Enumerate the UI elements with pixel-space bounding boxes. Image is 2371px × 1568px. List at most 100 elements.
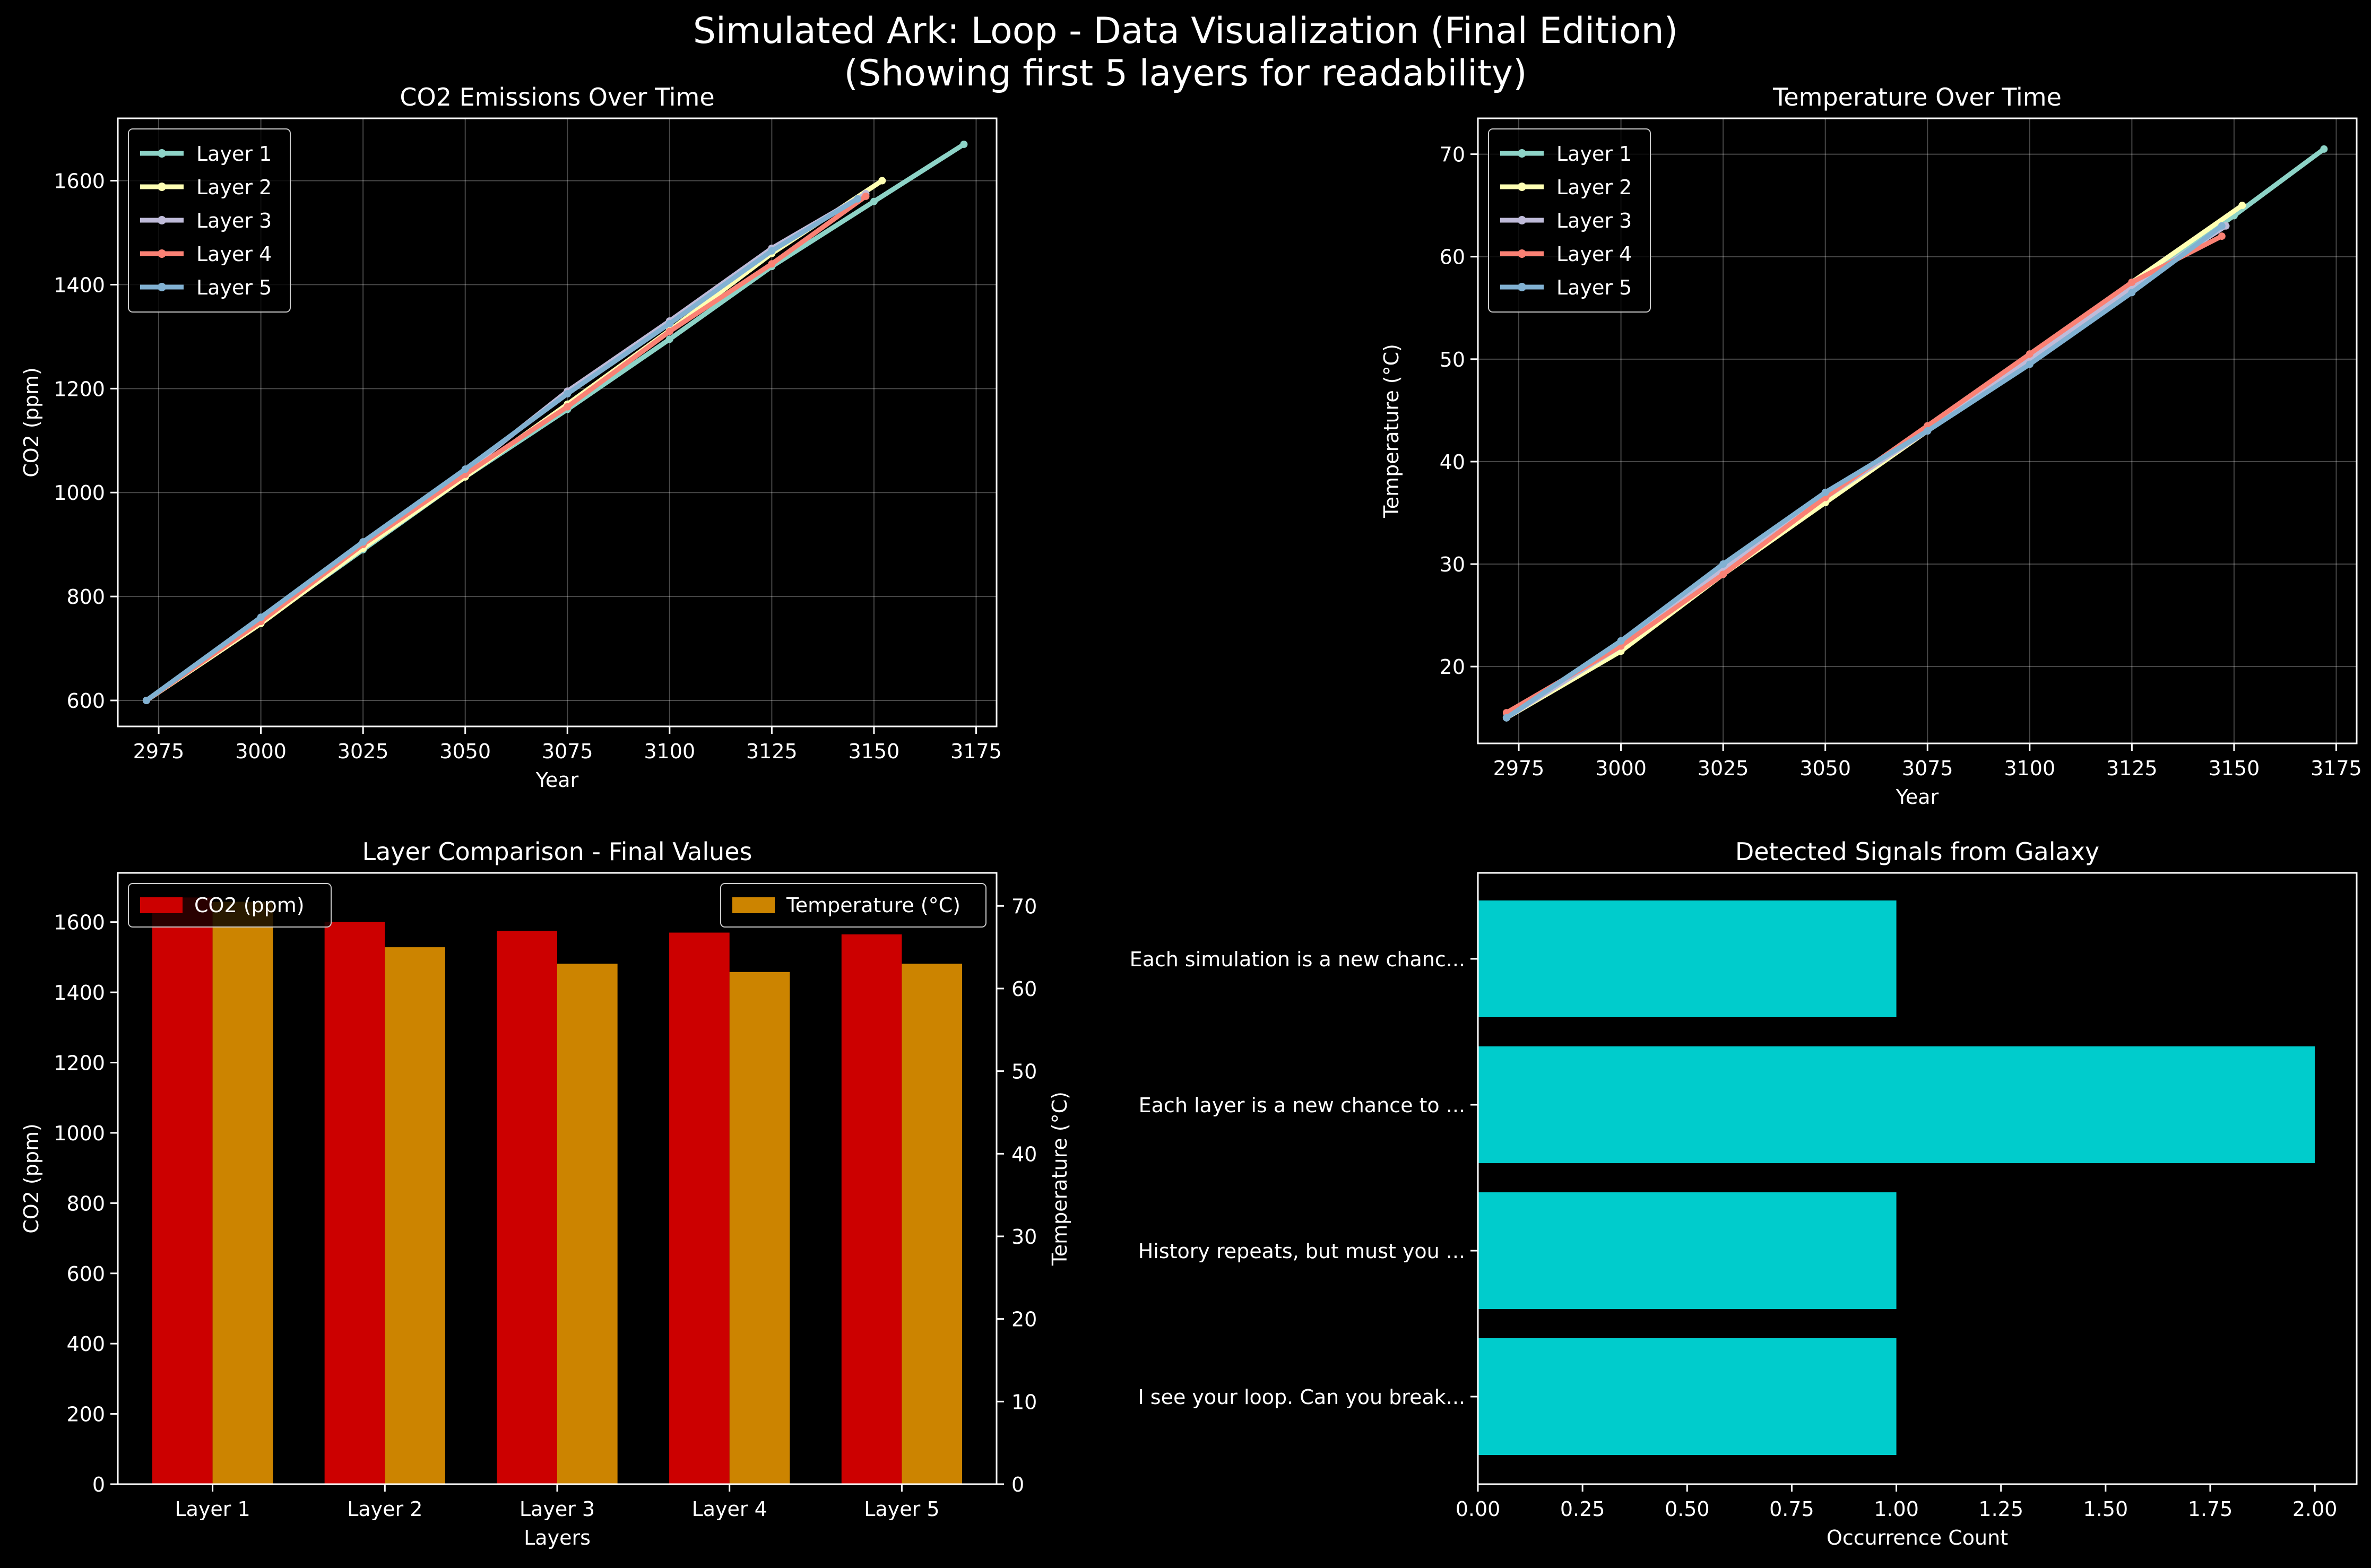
legend-marker: [158, 149, 166, 158]
x-axis-label: Year: [1896, 785, 1939, 809]
data-point: [1924, 427, 1932, 435]
x-tick-label: 2.00: [2292, 1497, 2338, 1521]
legend-entry: Layer 3: [196, 209, 272, 232]
x-axis-label: Occurrence Count: [1827, 1526, 2008, 1549]
x-tick-label: 0.75: [1769, 1497, 1814, 1521]
data-point: [461, 465, 469, 473]
legend-entry: Temperature (°C): [786, 894, 960, 917]
data-point: [1719, 560, 1727, 568]
y-tick-label: 1000: [54, 1122, 105, 1145]
x-tick-label: 3125: [2106, 757, 2158, 780]
x-axis-label: Year: [535, 768, 579, 792]
y-right-tick-label: 40: [1011, 1142, 1037, 1166]
x-tick-label: 1.75: [2188, 1497, 2233, 1521]
data-point: [768, 247, 776, 255]
comparison-chart-title: Layer Comparison - Final Values: [362, 837, 752, 866]
x-tick-label: 3150: [849, 740, 900, 763]
temperature-chart-title: Temperature Over Time: [1772, 83, 2062, 111]
y-tick-label: 60: [1440, 246, 1465, 269]
data-point: [359, 538, 367, 546]
legend-box: [720, 883, 987, 928]
y-tick-label: 1200: [54, 1052, 105, 1075]
legend-marker: [158, 249, 166, 258]
y-tick-label: 1400: [54, 273, 105, 297]
y-tick-label: 800: [66, 585, 105, 609]
x-tick-label: 3050: [439, 740, 491, 763]
data-point: [2238, 202, 2246, 210]
x-tick-label: 3000: [235, 740, 287, 763]
data-point: [768, 260, 776, 268]
legend-entry: Layer 1: [196, 142, 272, 166]
y-right-tick-label: 70: [1011, 895, 1037, 918]
co2-axes-frame: [117, 117, 998, 727]
co2-chart-title: CO2 Emissions Over Time: [400, 83, 714, 111]
figure-subtitle: (Showing first 5 layers for readability): [844, 53, 1527, 94]
x-tick-label: 0.00: [1456, 1497, 1501, 1521]
data-point: [2026, 350, 2033, 358]
data-point: [2026, 360, 2033, 368]
legend-entry: Layer 2: [196, 176, 272, 199]
data-point: [665, 335, 673, 343]
legend-marker: [1518, 216, 1526, 224]
legend-marker: [158, 283, 166, 291]
signal-label: Each simulation is a new chanc...: [1130, 948, 1465, 971]
x-tick-label: 2975: [133, 740, 185, 763]
legend-swatch: [732, 897, 775, 913]
legend-marker: [1518, 149, 1526, 158]
signal-bar: [1478, 900, 1897, 1017]
x-tick-label: 3175: [950, 740, 1002, 763]
y-tick-label: 40: [1440, 451, 1465, 474]
y-right-tick-label: 10: [1011, 1390, 1037, 1414]
bar-co2: [152, 897, 213, 1484]
y-right-tick-label: 50: [1011, 1060, 1037, 1084]
x-tick-label: 0.25: [1560, 1497, 1605, 1521]
x-tick-label: 3175: [2311, 757, 2362, 780]
legend-box: [128, 883, 332, 928]
legend-temperature: Temperature (°C): [720, 883, 987, 928]
legend-marker: [1518, 283, 1526, 291]
y-tick-label: 1600: [54, 170, 105, 193]
legend-swatch: [140, 897, 183, 913]
legend-box: [128, 128, 291, 313]
y-right-tick-label: 30: [1011, 1225, 1037, 1249]
bar-co2: [669, 932, 730, 1484]
legend-marker: [1518, 183, 1526, 191]
data-point: [1617, 637, 1625, 645]
signal-bar: [1478, 1338, 1897, 1455]
y-tick-label: 1200: [54, 377, 105, 401]
y-tick-label: 70: [1440, 143, 1465, 167]
data-point: [665, 327, 673, 335]
series-line: [1504, 223, 2225, 721]
y-right-tick-label: 20: [1011, 1308, 1037, 1331]
legend-entry: Layer 2: [1556, 176, 1632, 199]
signals-axes-frame: [1477, 872, 2358, 1485]
y-tick-label: 1400: [54, 981, 105, 1004]
bar-temperature: [557, 964, 618, 1484]
x-tick-label: 1.25: [1978, 1497, 2023, 1521]
data-point: [564, 390, 572, 398]
temperature-legend: Layer 1 Layer 2 Layer 3 Layer 4 Layer 5: [1488, 128, 1651, 313]
y-axis-label: CO2 (ppm): [20, 367, 43, 478]
x-tick-label: 3000: [1595, 757, 1647, 780]
temperature-axes-frame: [1477, 117, 2358, 744]
bar-co2: [841, 934, 902, 1484]
data-point: [142, 697, 150, 705]
legend-marker: [158, 183, 166, 191]
y-right-tick-label: 60: [1011, 977, 1037, 1001]
data-point: [878, 177, 886, 185]
x-tick-label: 3075: [1902, 757, 1953, 780]
series-layer-5: [142, 195, 862, 705]
x-tick-label: 3100: [2004, 757, 2055, 780]
data-point: [1502, 714, 1510, 722]
signal-label: History repeats, but must you ...: [1138, 1240, 1465, 1263]
x-tick-label: Layer 1: [175, 1497, 250, 1521]
bar-co2: [324, 922, 385, 1484]
y-tick-label: 1600: [54, 911, 105, 934]
data-point: [1821, 488, 1829, 496]
bar-temperature: [212, 902, 273, 1484]
legend-co2: CO2 (ppm): [128, 883, 332, 928]
x-tick-label: 3025: [1698, 757, 1749, 780]
data-point: [870, 197, 878, 205]
legend-entry: Layer 4: [1556, 242, 1632, 266]
legend-box: [1488, 128, 1651, 313]
